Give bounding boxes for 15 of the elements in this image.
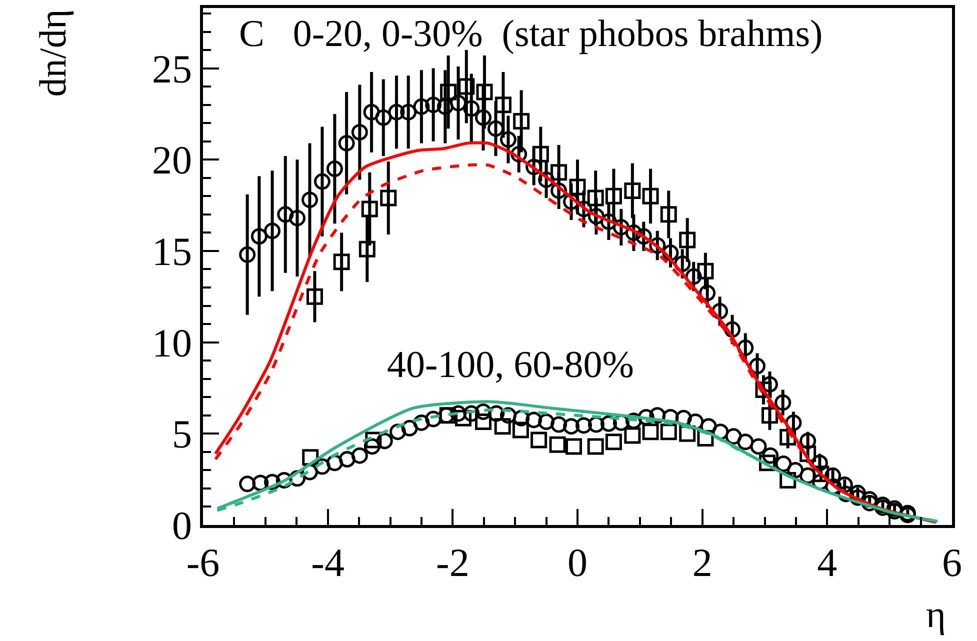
x-tick-label: 4	[817, 540, 838, 585]
annotation: 40-100, 60-80%	[387, 344, 634, 386]
x-tick-label: 0	[568, 540, 588, 585]
annotation: C 0-20, 0-30% (star phobos brahms)	[239, 13, 823, 55]
y-axis-title: dn/dη	[32, 9, 75, 97]
x-axis-title: η	[926, 594, 946, 636]
y-tick-label: 25	[152, 46, 192, 92]
x-tick-label: -4	[311, 540, 344, 585]
y-tick-label: 15	[152, 228, 192, 274]
y-tick-label: 5	[172, 412, 192, 457]
x-tick-label: -2	[436, 540, 470, 585]
x-tick-label: 6	[942, 540, 962, 585]
x-tick-label: 2	[692, 540, 712, 585]
y-tick-label: 20	[152, 138, 192, 183]
y-tick-label: 10	[152, 320, 192, 366]
